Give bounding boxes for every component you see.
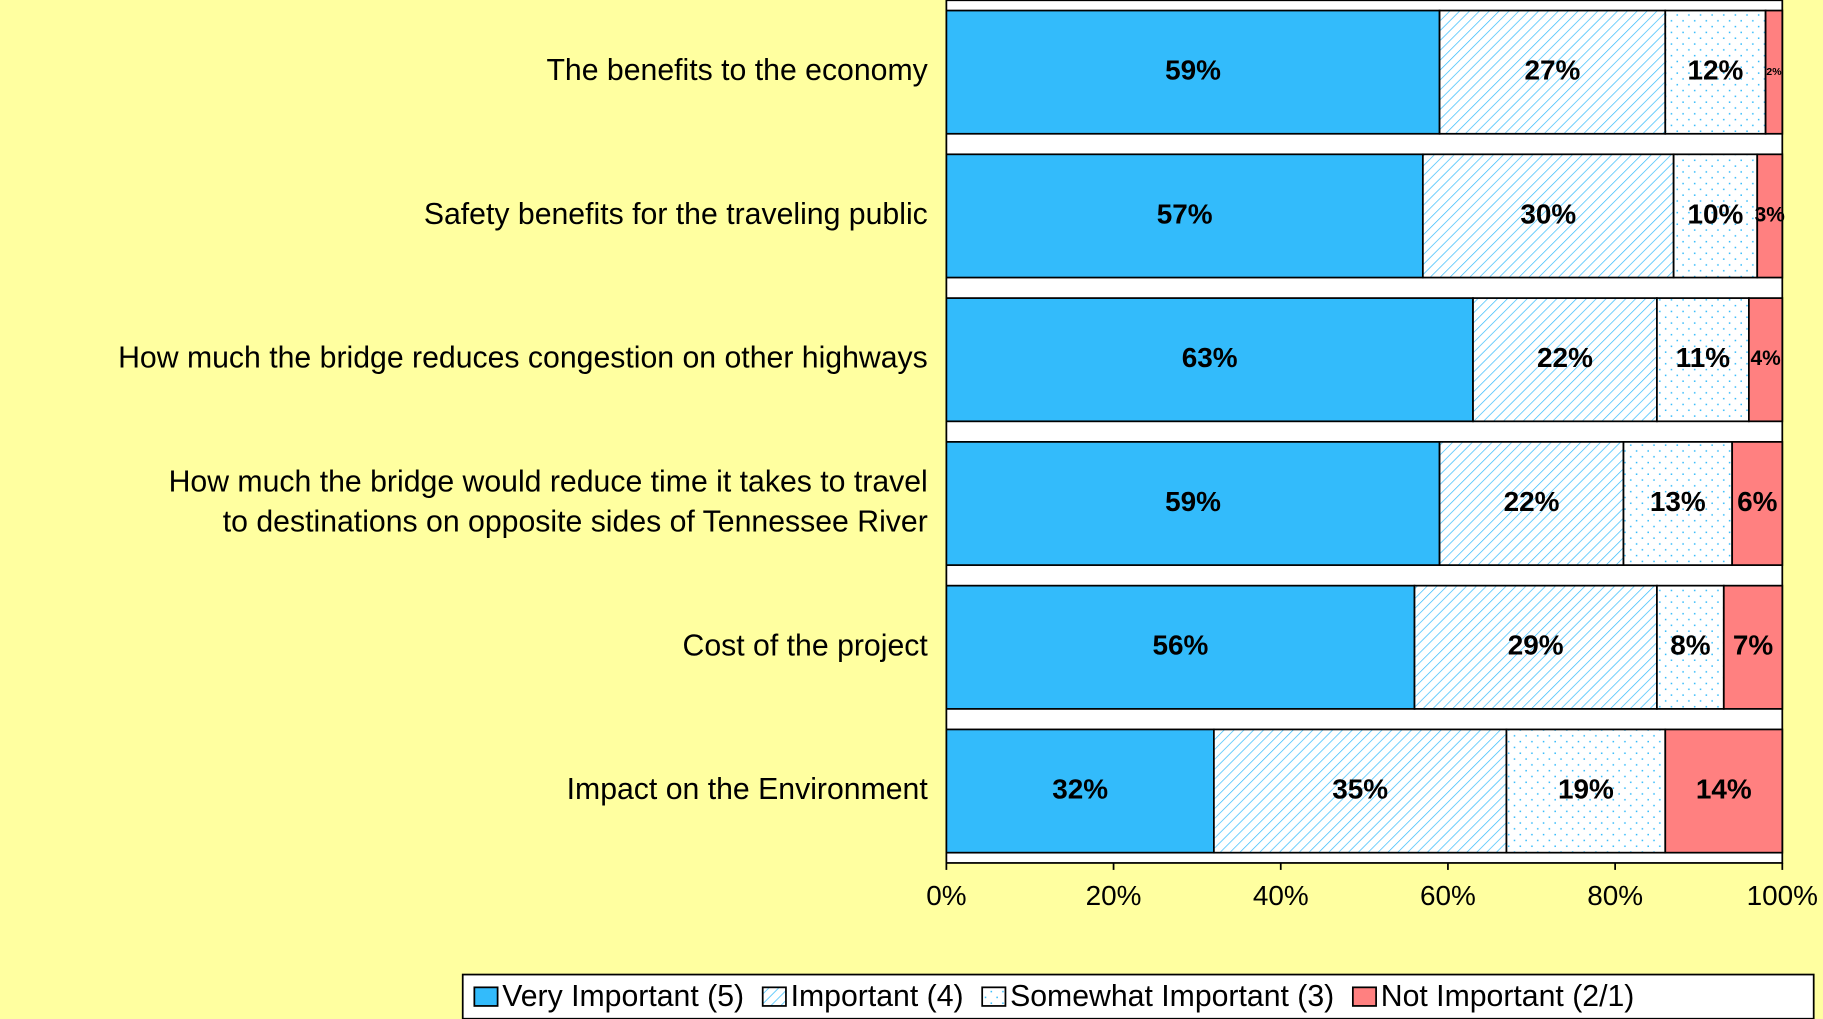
category-label: How much the bridge reduces congestion o… xyxy=(118,342,928,375)
value-label: 4% xyxy=(1750,347,1781,370)
value-label: 13% xyxy=(1650,486,1706,517)
bar-segment xyxy=(1747,297,1784,423)
value-label: 12% xyxy=(1688,55,1744,86)
legend-swatch xyxy=(1351,986,1377,1007)
value-label: 32% xyxy=(1052,773,1108,804)
value-label: 7% xyxy=(1733,630,1774,661)
bar-segment xyxy=(1622,441,1734,566)
bar-segment xyxy=(1722,584,1784,710)
value-label: 11% xyxy=(1676,342,1730,373)
legend-label: Not Important (2/1) xyxy=(1381,980,1635,1013)
bar-segment xyxy=(1672,153,1759,279)
value-label: 2% xyxy=(1766,67,1782,78)
value-label: 30% xyxy=(1520,198,1576,229)
plot-area xyxy=(945,0,1784,864)
category-label: Impact on the Environment xyxy=(567,773,929,806)
value-label: 22% xyxy=(1504,486,1560,517)
bar-segment xyxy=(1764,9,1784,135)
value-label: 10% xyxy=(1688,198,1744,229)
bar-segment xyxy=(945,728,1215,854)
value-label: 19% xyxy=(1558,773,1614,804)
bar-segment xyxy=(945,584,1416,710)
value-label: 57% xyxy=(1157,198,1213,229)
legend-swatch xyxy=(473,986,499,1007)
x-tick-label: 100% xyxy=(1747,880,1818,911)
legend-swatch xyxy=(981,986,1007,1007)
x-tick-label: 0% xyxy=(926,880,966,911)
bar-segment xyxy=(1656,584,1725,710)
value-label: 63% xyxy=(1182,342,1238,373)
category-label: How much the bridge would reduce time it… xyxy=(169,466,928,539)
value-label: 3% xyxy=(1755,203,1786,226)
bar-segment xyxy=(945,441,1441,566)
x-tick-label: 60% xyxy=(1420,880,1476,911)
value-label: 59% xyxy=(1165,486,1221,517)
bar-segment xyxy=(1656,297,1750,423)
value-label: 6% xyxy=(1737,486,1778,517)
legend-swatch xyxy=(761,986,787,1007)
legend-box xyxy=(461,973,1815,1019)
bar-segment xyxy=(1413,584,1658,710)
bar-segment xyxy=(1438,441,1625,566)
bar-segment xyxy=(1505,728,1667,854)
bar-segment xyxy=(945,153,1424,279)
legend-label: Somewhat Important (3) xyxy=(1010,980,1334,1013)
bar-segment xyxy=(1213,728,1508,854)
category-label: The benefits to the economy xyxy=(546,54,928,87)
category-label: Cost of the project xyxy=(683,629,929,662)
value-label: 59% xyxy=(1165,55,1221,86)
value-label: 29% xyxy=(1508,630,1564,661)
value-label: 27% xyxy=(1525,55,1581,86)
value-label: 8% xyxy=(1670,630,1711,661)
category-label: Safety benefits for the traveling public xyxy=(424,198,928,231)
bar-segment xyxy=(1664,728,1784,854)
bar-segment xyxy=(1756,153,1784,279)
x-tick-label: 20% xyxy=(1086,880,1142,911)
value-label: 22% xyxy=(1537,342,1593,373)
bar-segment xyxy=(1472,297,1658,423)
bar-segment xyxy=(1421,153,1675,279)
bar-segment xyxy=(1664,9,1767,135)
x-tick-label: 40% xyxy=(1253,880,1309,911)
legend-label: Important (4) xyxy=(791,980,964,1013)
bar-segment xyxy=(1731,441,1784,566)
bar-segment xyxy=(945,297,1474,423)
value-label: 35% xyxy=(1332,773,1388,804)
value-label: 56% xyxy=(1153,630,1209,661)
value-label: 14% xyxy=(1696,773,1752,804)
legend-label: Very Important (5) xyxy=(502,980,744,1013)
x-tick-label: 80% xyxy=(1587,880,1643,911)
